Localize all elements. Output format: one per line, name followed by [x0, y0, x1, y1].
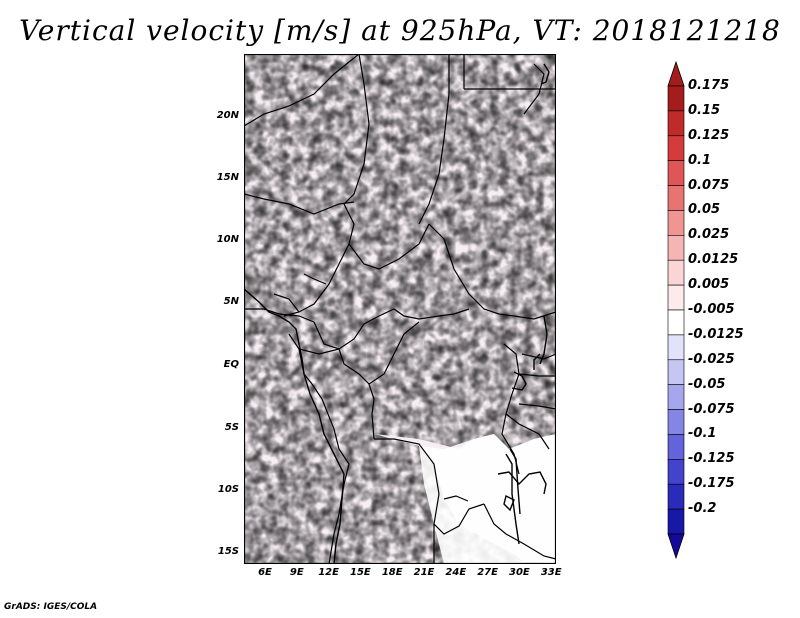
legend-swatch	[667, 508, 685, 535]
lon-tick-label: 30E	[509, 567, 530, 578]
legend-swatch	[667, 434, 685, 460]
legend-swatch	[667, 309, 685, 336]
legend-swatch	[667, 110, 685, 137]
legend-label: -0.05	[688, 376, 726, 392]
coastline	[243, 63, 550, 565]
lat-tick-label: 10S	[217, 484, 239, 495]
legend-swatch	[667, 185, 685, 211]
lon-tick-label: 33E	[540, 567, 562, 578]
country-borders	[243, 53, 557, 565]
lon-tick-label: 21E	[413, 567, 435, 578]
legend-label: -0.025	[688, 351, 735, 367]
vertical-velocity-field	[243, 53, 557, 565]
lon-tick-label: 6E	[258, 567, 272, 578]
legend-swatch	[667, 85, 685, 112]
legend-swatch	[667, 235, 685, 261]
legend-swatch	[667, 284, 685, 311]
legend-swatch	[667, 334, 685, 361]
legend-label: -0.175	[688, 476, 735, 492]
legend-swatch	[667, 135, 685, 161]
lat-tick-label: 10N	[216, 234, 239, 245]
legend-swatch	[667, 384, 685, 410]
legend-label: -0.005	[688, 302, 735, 317]
legend-label: -0.075	[688, 401, 735, 417]
legend-label: 0.05	[688, 202, 721, 218]
legend-label: 0.0125	[688, 252, 739, 268]
legend-swatch	[667, 160, 685, 186]
legend-swatch	[667, 259, 685, 286]
lon-tick-label: 12E	[318, 567, 339, 578]
legend-label: 0.15	[688, 102, 721, 118]
legend-swatch	[667, 409, 685, 435]
legend-label: -0.1	[688, 426, 717, 442]
legend-swatch	[667, 459, 685, 485]
lat-tick-label: 15N	[216, 172, 239, 183]
legend-label: 0.1	[688, 152, 712, 168]
legend-label: -0.0125	[688, 326, 744, 342]
lat-tick-label: 5N	[223, 296, 239, 307]
legend-top-arrow	[667, 60, 685, 87]
legend-label: -0.2	[688, 501, 717, 517]
map-panel	[243, 53, 557, 565]
lat-tick-label: 20N	[216, 110, 239, 121]
map-frame	[243, 53, 557, 565]
legend-swatch	[667, 210, 685, 236]
lon-tick-label: 15E	[350, 567, 371, 578]
legend-label: 0.075	[688, 177, 730, 193]
legend-label: 0.005	[688, 277, 730, 293]
legend-label: 0.175	[688, 78, 730, 93]
legend-label: -0.125	[688, 451, 735, 467]
lon-tick-label: 27E	[477, 567, 498, 578]
lat-tick-label: 15S	[217, 546, 239, 557]
legend-bottom-arrow	[667, 533, 685, 560]
lon-tick-label: 18E	[381, 567, 403, 578]
lon-tick-label: 9E	[289, 567, 304, 578]
map-title: Vertical velocity [m/s] at 925hPa, VT: 2…	[19, 14, 781, 47]
legend-swatch	[667, 359, 685, 385]
legend-swatch	[667, 483, 685, 510]
legend-label: 0.125	[688, 127, 730, 143]
lat-tick-label: 5S	[224, 422, 239, 433]
lon-tick-label: 24E	[445, 567, 467, 578]
lat-tick-label: EQ	[223, 359, 239, 370]
legend-colorbar	[667, 60, 685, 560]
calm-region	[419, 434, 556, 564]
legend-label: 0.025	[688, 227, 730, 243]
color-legend: 0.175 0.15 0.125 0.1 0.075 0.05 0.025 0.0125 0.0…	[664, 60, 794, 560]
grads-credit: GrADS: IGES/COLA	[4, 602, 98, 612]
